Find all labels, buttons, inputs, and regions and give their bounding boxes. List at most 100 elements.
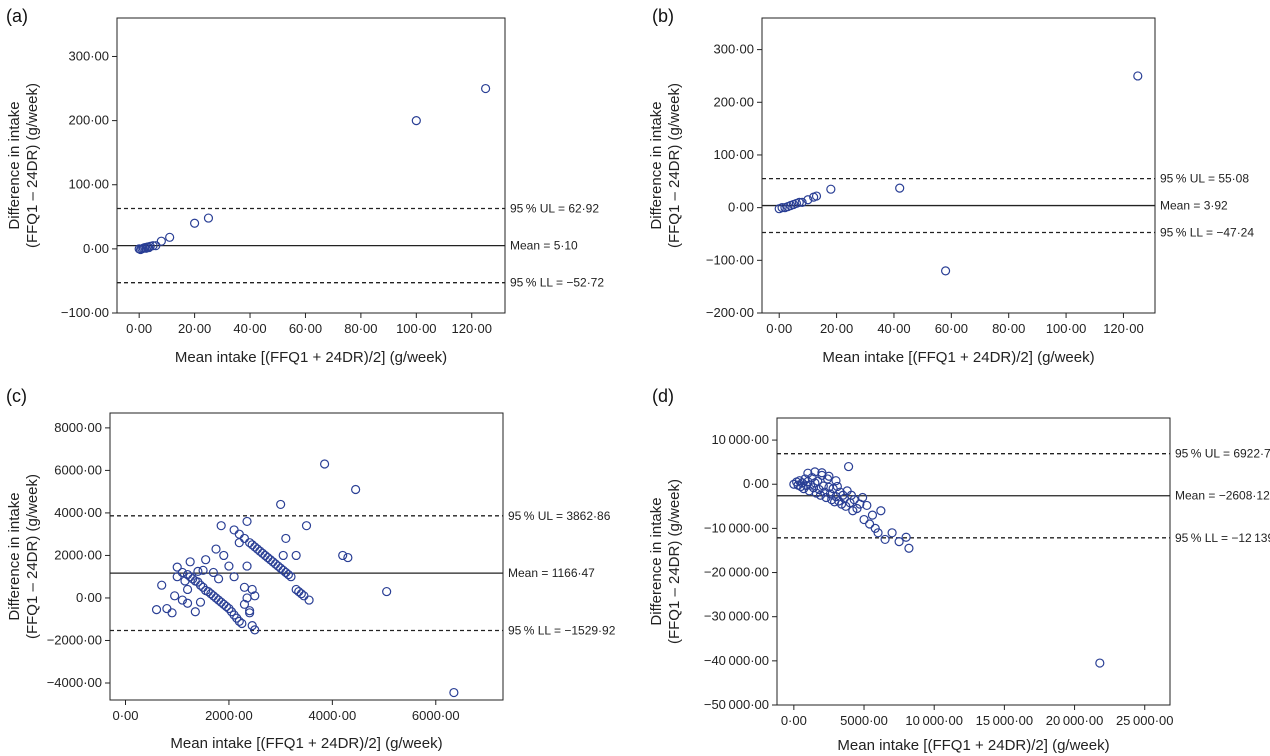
x-tick-label: 20 000·00 <box>1046 713 1104 728</box>
upper-limit-label: 95 % UL = 6922·77 <box>1175 447 1270 461</box>
data-point <box>281 533 291 544</box>
x-tick-label: 0·00 <box>112 708 138 723</box>
data-point <box>343 552 353 563</box>
data-point <box>239 533 250 544</box>
data-point <box>825 489 835 499</box>
panel-label: (a) <box>6 6 28 26</box>
y-tick-label: 300·00 <box>69 48 109 63</box>
data-point <box>148 241 158 251</box>
axis-ticks: 0·00 20·00 40·00 60·00 80·00 100·00 120·00 −200… <box>706 42 1144 336</box>
data-point <box>242 561 252 571</box>
data-point <box>216 521 226 531</box>
data-point <box>797 197 807 207</box>
data-point <box>826 184 836 194</box>
plot-frame <box>109 412 504 701</box>
data-point <box>799 484 809 494</box>
data-point <box>810 467 820 477</box>
data-point <box>278 550 288 561</box>
plot-frame <box>116 17 506 314</box>
data-point <box>895 183 905 193</box>
data-point <box>242 516 252 527</box>
y-tick-label: 10 000·00 <box>711 432 769 447</box>
y-tick-label: −100·00 <box>706 252 754 267</box>
data-point <box>157 580 167 590</box>
x-tick-label: 15 000·00 <box>976 713 1034 728</box>
data-point <box>270 559 281 569</box>
data-point <box>208 591 219 601</box>
data-point <box>234 529 244 539</box>
y-tick-label: 0·00 <box>743 476 769 491</box>
data-point <box>296 589 306 599</box>
y-axis-label-line-2: (FFQ1 – 24DR) (g/week) <box>666 83 683 248</box>
data-point <box>213 595 224 605</box>
x-tick-label: 60·00 <box>935 321 968 336</box>
y-tick-label: 2000·00 <box>54 547 102 562</box>
x-tick-label: 2000·00 <box>205 708 253 723</box>
data-point <box>255 546 265 556</box>
data-point <box>291 584 301 595</box>
lower-limit-label: 95 % LL = −52·72 <box>510 276 604 290</box>
data-point <box>219 599 229 609</box>
data-point <box>481 83 491 94</box>
data-point <box>811 191 822 201</box>
upper-limit-label: 95 % UL = 3862·86 <box>508 509 611 523</box>
x-axis-label: Mean intake [(FFQ1 + 24DR)/2] (g/week) <box>170 735 442 752</box>
data-point <box>817 468 827 478</box>
data-point <box>858 492 868 503</box>
data-point <box>901 532 911 542</box>
data-point <box>940 266 951 276</box>
x-axis-label: Mean intake [(FFQ1 + 24DR)/2] (g/week) <box>175 349 447 366</box>
data-point <box>170 591 180 601</box>
y-tick-label: 8000·00 <box>54 420 102 435</box>
data-point <box>286 572 296 582</box>
y-tick-label: −2000·00 <box>47 632 102 647</box>
y-tick-label: 0·00 <box>83 241 109 256</box>
data-point <box>237 618 247 629</box>
mean-label: Mean = −2608·12 <box>1175 489 1270 503</box>
data-points <box>151 459 459 698</box>
data-point <box>281 567 291 578</box>
axis-ticks: 0·00 2000·00 4000·00 6000·00 −4000·00 −2000·0… <box>47 420 460 723</box>
data-point <box>849 495 859 505</box>
data-point <box>283 569 294 580</box>
data-points <box>134 83 491 255</box>
lower-limit-label: 95 % LL = −1529·92 <box>508 623 616 637</box>
y-tick-label: 300·00 <box>714 42 754 57</box>
y-axis-label-line-1: Difference in intake <box>648 497 665 625</box>
data-point <box>198 565 208 575</box>
x-tick-label: 120·00 <box>452 321 492 336</box>
data-points <box>789 461 1105 668</box>
data-point <box>156 236 166 246</box>
panel-label: (d) <box>652 386 674 406</box>
data-point <box>247 540 257 550</box>
data-point <box>247 584 257 595</box>
y-tick-label: −10 000·00 <box>704 520 769 535</box>
x-axis-label: Mean intake [(FFQ1 + 24DR)/2] (g/week) <box>822 349 1094 366</box>
data-point <box>411 116 421 126</box>
y-tick-label: −50 000·00 <box>704 697 769 712</box>
data-point <box>213 574 224 584</box>
data-point <box>319 459 330 469</box>
y-tick-label: 100·00 <box>69 177 109 192</box>
x-tick-label: 0·00 <box>126 321 152 336</box>
y-axis-label-line-2: (FFQ1 – 24DR) (g/week) <box>666 479 683 644</box>
data-point <box>203 586 213 597</box>
data-point <box>250 591 260 601</box>
data-point <box>221 601 231 612</box>
y-axis-label-line-2: (FFQ1 – 24DR) (g/week) <box>24 83 41 248</box>
x-tick-label: 20·00 <box>178 321 211 336</box>
y-axis-label-line-1: Difference in intake <box>648 101 665 229</box>
data-point <box>239 599 250 609</box>
data-point <box>216 597 226 607</box>
data-point <box>867 510 878 520</box>
data-point <box>351 484 361 495</box>
x-tick-label: 4000·00 <box>308 708 356 723</box>
x-tick-label: 25 000·00 <box>1116 713 1174 728</box>
data-point <box>232 613 242 623</box>
data-point <box>276 563 286 573</box>
plot-frame <box>776 417 1171 706</box>
data-point <box>211 593 221 603</box>
data-point <box>252 544 262 554</box>
data-point <box>195 580 206 590</box>
